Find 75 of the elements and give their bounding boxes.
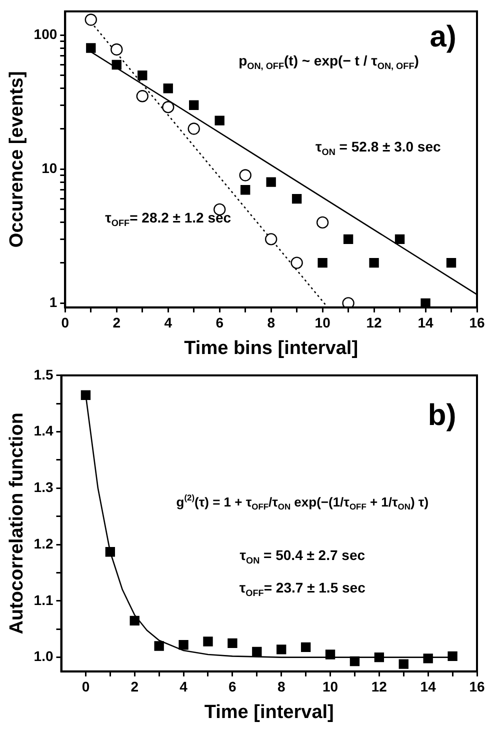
point [154,641,164,651]
point [252,646,262,657]
y-tick-label: 1.0 [34,648,54,664]
point [130,616,140,626]
point [84,14,97,26]
point [203,636,213,646]
y-tick-label: 1.5 [34,366,54,382]
point [423,654,433,664]
annotation: a) [430,20,456,54]
point [394,234,405,244]
point [290,256,303,269]
point [239,169,252,182]
point [105,547,116,557]
point [369,258,379,268]
point [240,185,250,195]
x-tick-label: 16 [469,678,485,695]
point [214,116,224,126]
point [264,233,278,246]
point [318,258,328,268]
x-tick-label: 6 [228,678,237,695]
point [80,390,91,400]
y-axis-title: Occurence [events] [6,71,28,248]
point [188,122,200,135]
point [86,43,96,53]
point [316,216,329,229]
point [228,638,238,648]
point [136,90,148,102]
point [189,100,199,110]
y-tick-label: 1 [49,294,58,310]
x-tick-label: 4 [180,678,188,695]
x-tick-label: 14 [420,678,436,695]
point [325,650,336,660]
point [420,298,430,308]
x-tick-label: 12 [366,314,382,331]
point [163,84,173,94]
x-tick-label: 4 [164,314,172,331]
point [292,194,302,204]
x-tick-label: 16 [469,314,485,331]
x-tick-label: 6 [216,314,224,331]
x-axis-title: Time bins [interval] [184,338,358,359]
point [214,203,226,216]
point [112,60,122,70]
point [448,651,458,662]
y-tick-label: 1.4 [34,422,54,439]
x-tick-label: 10 [314,314,331,331]
point [110,43,123,56]
x-tick-label: 12 [371,678,388,695]
point [138,70,148,80]
x-axis-title: Time [interval] [204,702,334,723]
point [398,659,408,669]
x-tick-label: 2 [112,314,121,331]
point [300,642,311,652]
x-tick-label: 0 [82,678,90,695]
y-tick-label: 10 [42,160,58,176]
point [276,644,286,654]
point [446,258,456,268]
x-tick-label: 0 [61,314,70,331]
x-tick-label: 14 [418,314,434,331]
y-tick-label: 1.2 [34,535,54,552]
x-tick-label: 2 [130,678,139,695]
y-axis-title: Autocorrelation function [6,412,28,634]
y-tick-label: 1.3 [34,479,54,496]
point [350,656,360,666]
point [162,100,174,114]
point [374,652,384,662]
annotation: b) [428,399,456,432]
point [342,297,354,308]
x-tick-label: 8 [267,314,276,331]
y-tick-label: 1.1 [34,592,54,608]
x-tick-label: 8 [277,678,286,695]
x-tick-label: 10 [322,678,338,695]
y-tick-label: 100 [34,26,58,42]
point [178,640,188,650]
point [343,234,354,244]
point [266,177,276,187]
